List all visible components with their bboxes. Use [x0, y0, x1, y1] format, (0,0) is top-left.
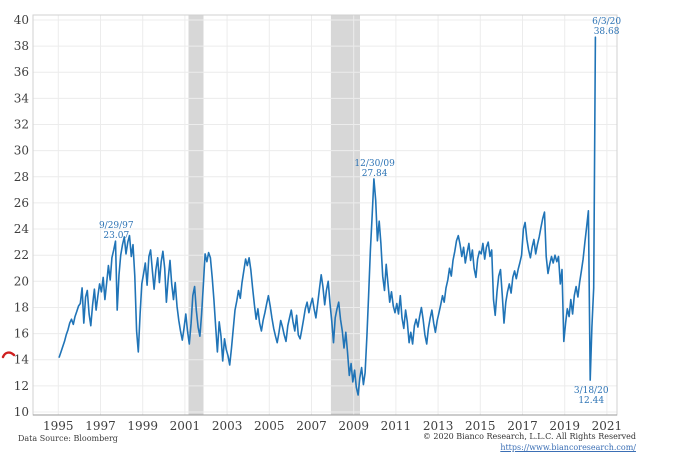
- y-tick-label: 26: [14, 196, 29, 210]
- y-tick-label: 34: [14, 91, 30, 105]
- recession-band: [330, 15, 360, 415]
- y-tick-label: 40: [14, 13, 29, 27]
- y-tick-label: 10: [14, 405, 29, 419]
- y-tick-label: 38: [14, 39, 29, 53]
- y-tick-label: 30: [14, 144, 29, 158]
- y-tick-label: 12: [14, 379, 29, 393]
- y-tick-label: 16: [14, 327, 29, 341]
- red-pen-mark: [1, 351, 16, 359]
- x-tick-label: 2009: [338, 419, 369, 433]
- annotation-date: 6/3/20: [592, 17, 621, 27]
- x-tick-label: 2001: [170, 419, 201, 433]
- data-source-label: Data Source: Bloomberg: [18, 434, 118, 443]
- y-tick-label: 32: [14, 118, 29, 132]
- x-tick-label: 2015: [465, 419, 496, 433]
- annotation-date: 12/30/09: [354, 159, 395, 169]
- annotation-value: 38.68: [594, 27, 620, 37]
- x-tick-label: 1999: [127, 419, 158, 433]
- y-tick-label: 14: [14, 353, 30, 367]
- x-tick-label: 2017: [507, 419, 538, 433]
- x-tick-label: 2005: [254, 419, 285, 433]
- x-tick-label: 2013: [423, 419, 454, 433]
- copyright-label: © 2020 Bianco Research, L.L.C. All Right…: [422, 432, 636, 441]
- x-tick-label: 2003: [212, 419, 243, 433]
- x-tick-label: 2007: [296, 419, 327, 433]
- website-link[interactable]: https://www.biancoresearch.com/: [500, 443, 636, 452]
- x-tick-label: 1995: [43, 419, 74, 433]
- y-tick-label: 18: [14, 301, 29, 315]
- y-tick-label: 22: [14, 248, 29, 262]
- annotation-value: 23.07: [103, 231, 129, 241]
- x-tick-label: 2021: [592, 419, 623, 433]
- y-tick-label: 24: [14, 222, 30, 236]
- y-tick-label: 20: [14, 274, 29, 288]
- x-tick-label: 2019: [549, 419, 580, 433]
- x-tick-label: 2011: [381, 419, 412, 433]
- annotation-value: 27.84: [362, 169, 388, 179]
- y-tick-label: 36: [14, 65, 29, 79]
- recession-band: [188, 15, 204, 415]
- plot-border: [32, 14, 618, 416]
- x-tick-label: 1997: [85, 419, 116, 433]
- annotation-date: 9/29/97: [99, 221, 134, 231]
- series-line: [58, 36, 597, 396]
- y-tick-label: 28: [14, 170, 29, 184]
- annotation-date: 3/18/20: [574, 386, 609, 396]
- annotation-value: 12.44: [578, 396, 604, 406]
